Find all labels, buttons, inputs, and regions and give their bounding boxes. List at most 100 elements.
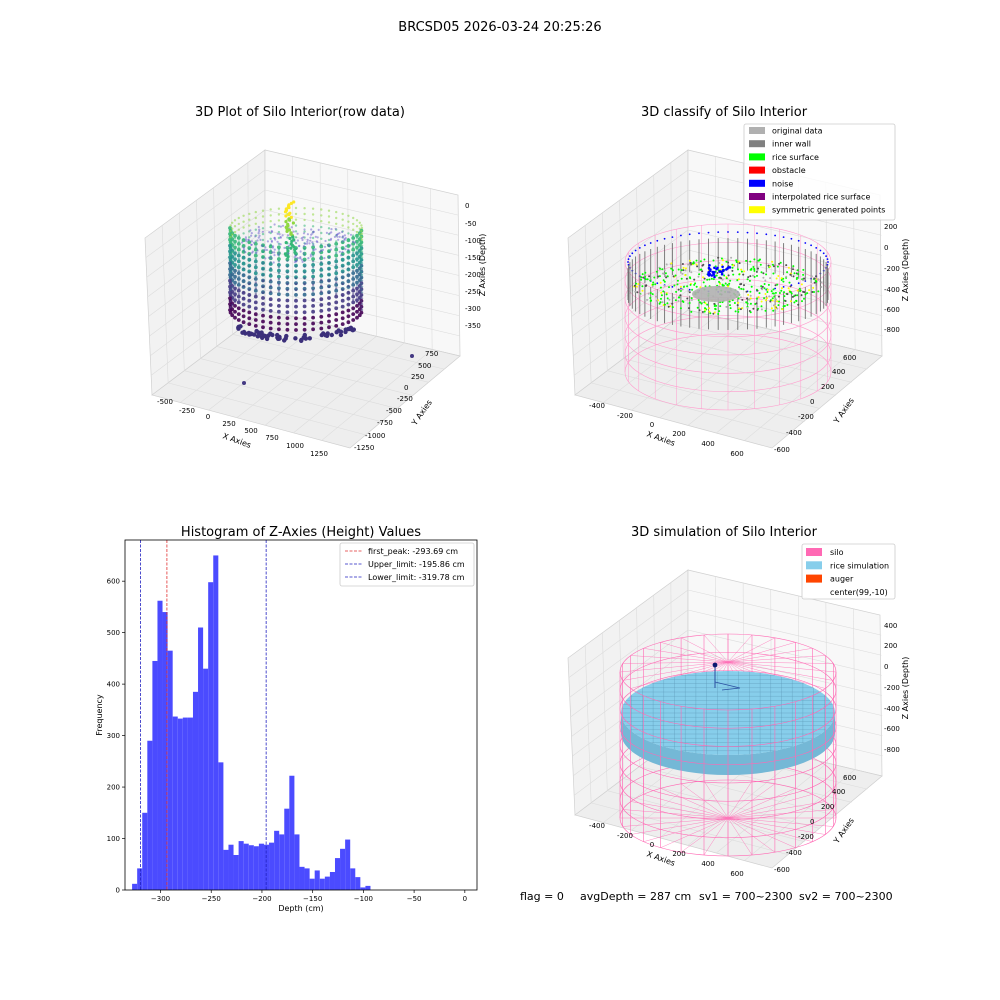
point [237,246,240,249]
point [341,251,344,254]
grid-line [569,609,689,698]
panel2-grid [568,156,883,441]
point [294,206,298,210]
auger-tip [712,662,718,668]
z-tick-label: -300 [465,305,481,313]
surface-point [720,257,723,260]
z-tick-label: -150 [465,254,481,262]
histogram-bar [137,868,143,890]
point [341,247,344,251]
point [270,229,273,233]
surface-point [689,283,692,286]
noise-point [827,261,829,263]
point [261,262,265,265]
point [352,281,355,284]
point [277,321,281,326]
surface-point [661,268,664,271]
point [335,275,338,278]
x-tick-label: 200 [672,430,685,438]
x-tick-label: 600 [730,450,743,458]
z-tick-label: -100 [465,237,481,245]
legend-swatch [806,548,822,556]
surface-point [760,285,763,288]
point [347,220,350,223]
point [355,248,359,251]
point [233,233,237,238]
surface-point [745,290,748,293]
histogram-bar [162,612,168,890]
surface-point [695,263,698,266]
surface-point [685,277,688,280]
point [334,277,339,281]
point [358,280,361,283]
point [344,248,347,251]
grid-line [196,200,201,359]
noise-point [680,234,682,237]
point [358,239,361,242]
silo-roof-spoke [619,661,729,673]
noise-point [765,233,768,236]
point [302,304,307,309]
noise-point [656,282,659,285]
noise-point [644,244,646,247]
point [277,242,281,245]
surface-point [709,312,712,315]
point [323,245,327,248]
point [233,268,237,273]
grid-line [570,209,689,298]
point [311,286,315,291]
surface-point [758,292,761,295]
histogram-bar [355,877,361,890]
grid-line [687,209,882,256]
point [277,263,281,267]
point [236,242,241,246]
histogram-bar [167,650,173,890]
surface-point [746,302,749,305]
point [285,322,290,326]
x-tick-label: −50 [407,895,422,903]
point [250,232,253,235]
surface-point [763,283,766,285]
point [236,253,241,258]
point [294,298,298,303]
surface-point [802,290,805,293]
point [358,291,361,295]
surface-point [793,272,796,275]
point [319,285,324,290]
grid-line [146,189,266,278]
panel4-title: 3D simulation of Silo Interior [631,525,818,540]
point [277,268,281,273]
surface-point [736,279,739,282]
point [277,286,281,291]
surface-point [660,294,663,297]
surface-point [756,274,758,277]
surface-point [740,270,743,273]
silo-floor-spoke [727,817,826,835]
grid-line [671,321,868,370]
point [254,292,257,296]
point [233,260,237,263]
point [311,321,315,326]
point [327,302,331,306]
grid-line [321,349,433,441]
point [261,313,265,318]
y-tick-label: -200 [798,833,814,841]
histogram-bar [274,830,280,890]
noise-point [718,270,721,273]
surface-point [745,259,748,262]
point [311,292,315,297]
surface-point [644,278,647,281]
z-tick-label: 200 [884,223,897,231]
surface-point [671,306,674,309]
noise-point [713,266,716,270]
point [254,263,257,266]
point [272,245,275,248]
point [330,228,333,231]
grid-line [264,209,459,256]
surface-point [776,300,779,303]
y-tick-label: 100 [107,835,120,843]
surface-point [662,272,665,275]
surface-point [659,301,662,304]
surface-point [763,287,766,290]
noise-point [810,244,812,247]
